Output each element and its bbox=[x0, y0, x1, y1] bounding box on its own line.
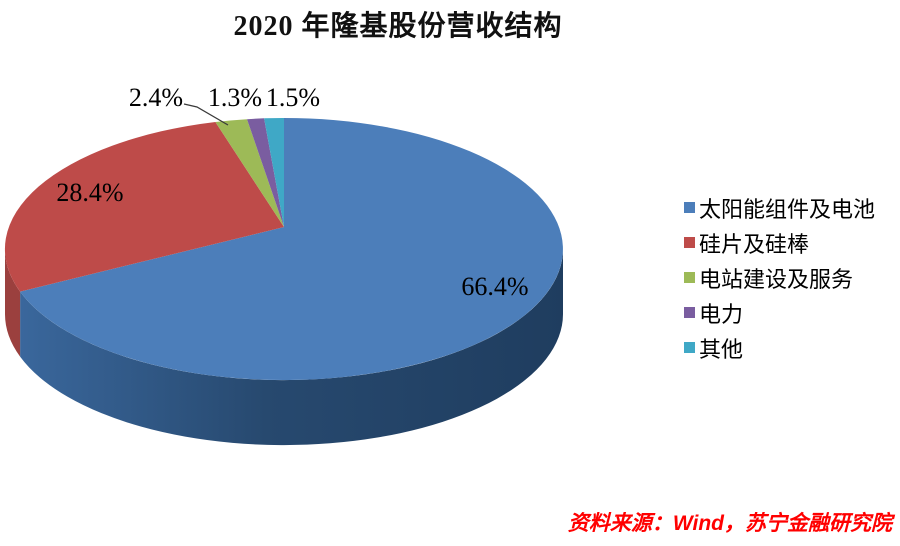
legend-label: 电站建设及服务 bbox=[699, 266, 854, 292]
chart-title: 2020 年隆基股份营收结构 bbox=[233, 11, 563, 42]
legend-item-2: 电站建设及服务 bbox=[684, 260, 875, 295]
pie-rim-1 bbox=[4, 249, 21, 357]
data-label-station: 2.4% bbox=[128, 83, 184, 112]
data-label-other: 1.5% bbox=[265, 83, 321, 112]
legend-swatch bbox=[684, 342, 695, 353]
data-label-solar: 66.4% bbox=[461, 272, 529, 301]
legend-item-4: 其他 bbox=[684, 330, 875, 365]
legend-label: 硅片及硅棒 bbox=[699, 231, 810, 257]
legend-label: 太阳能组件及电池 bbox=[699, 196, 876, 222]
legend-item-0: 太阳能组件及电池 bbox=[684, 190, 875, 225]
pie-rim-0 bbox=[20, 249, 564, 446]
legend-swatch bbox=[684, 272, 695, 283]
legend-item-3: 电力 bbox=[684, 295, 875, 330]
label-leader-line bbox=[183, 103, 229, 126]
data-label-wafer: 28.4% bbox=[56, 178, 124, 207]
pie-layers bbox=[4, 117, 564, 446]
legend-swatch bbox=[684, 202, 695, 213]
legend-label: 电力 bbox=[699, 301, 744, 327]
pie-slice-4 bbox=[264, 117, 284, 227]
data-label-power: 1.3% bbox=[207, 83, 263, 112]
legend-swatch bbox=[684, 307, 695, 318]
legend-swatch bbox=[684, 237, 695, 248]
legend-item-1: 硅片及硅棒 bbox=[684, 225, 875, 260]
source-note: 资料来源：Wind，苏宁金融研究院 bbox=[567, 512, 892, 535]
pie-slice-3 bbox=[247, 118, 284, 227]
legend-label: 其他 bbox=[699, 336, 744, 362]
pie-slice-1 bbox=[4, 122, 285, 292]
pie-slice-2 bbox=[215, 119, 284, 227]
legend: 太阳能组件及电池 硅片及硅棒电站建设及服务 电力其他 bbox=[684, 190, 875, 365]
pie-slice-0 bbox=[20, 118, 563, 380]
